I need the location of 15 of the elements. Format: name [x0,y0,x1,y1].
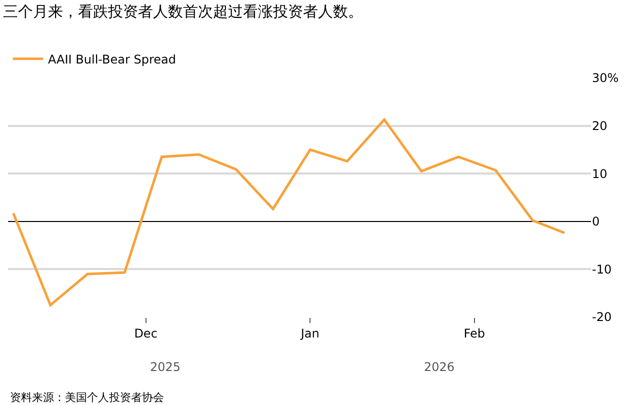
y-tick-label: -10 [592,262,612,276]
y-tick-label: 20 [592,119,608,133]
text: 资料来源：美国个人投资者协会 [10,391,164,404]
y-tick-label: 0 [592,214,600,229]
y-tick-label: 10 [592,166,608,181]
text: 2026 [424,360,455,374]
chart-title: 三个月来，看跌投资者人数首次超过看涨投资者人数。 [3,2,364,21]
y-tick-label: 30% [592,71,619,86]
line-series [12,118,566,306]
x-tick-label: Feb [464,326,486,340]
text: 2025 [150,360,181,374]
legend-label: AAII Bull-Bear Spread [48,52,176,66]
x-tick-label: Dec [134,326,158,340]
y-tick-label: -20 [592,310,612,324]
x-tick-label: Jan [300,326,320,340]
